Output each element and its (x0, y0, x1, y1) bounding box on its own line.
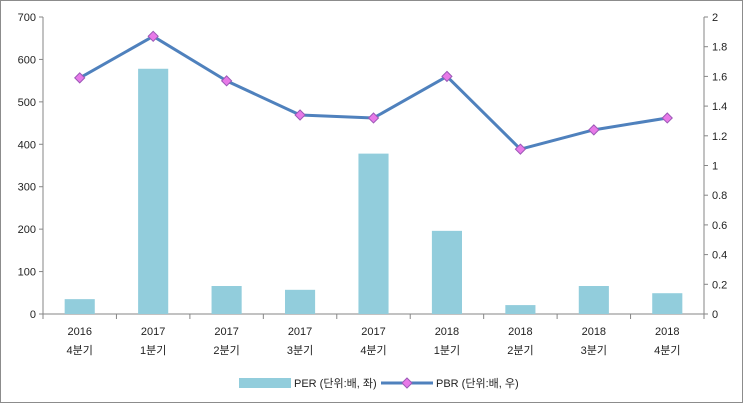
x-tick-label-quarter: 2분기 (507, 344, 533, 357)
left-tick-label: 400 (18, 139, 36, 151)
per-bar (211, 285, 242, 314)
x-tick-label-year: 2017 (141, 326, 165, 338)
right-tick-label: 1 (712, 161, 718, 173)
per-bar (652, 293, 683, 314)
per-bar (358, 153, 389, 314)
left-tick-label: 100 (18, 267, 36, 279)
right-tick-label: 1.4 (712, 101, 727, 113)
per-bar (284, 289, 316, 314)
per-bar (505, 305, 536, 314)
x-tick-label-year: 2018 (655, 326, 679, 338)
pbr-marker (441, 70, 453, 83)
legend-pbr-marker (401, 377, 413, 389)
right-tick-label: 0.4 (712, 250, 727, 262)
legend-per-swatch (239, 378, 291, 388)
x-tick-label-quarter: 3분기 (581, 344, 607, 357)
pbr-marker (514, 143, 527, 155)
pbr-marker (294, 109, 306, 121)
legend-pbr-label: PBR (단위:배, 우) (436, 377, 519, 390)
left-tick-label: 200 (18, 224, 36, 236)
right-tick-label: 1.8 (712, 42, 727, 54)
pbr-marker (74, 72, 86, 84)
pbr-marker (367, 112, 380, 124)
x-tick-label-quarter: 4분기 (360, 344, 386, 357)
right-tick-label: 0 (712, 309, 718, 321)
left-tick-label: 600 (18, 54, 36, 66)
x-tick-label-quarter: 4분기 (67, 344, 93, 357)
right-tick-label: 2 (712, 12, 718, 24)
right-tick-label: 1.2 (712, 131, 727, 143)
x-tick-label-year: 2016 (67, 326, 91, 338)
x-tick-label-quarter: 1분기 (434, 344, 460, 357)
x-tick-label-year: 2017 (214, 326, 238, 338)
x-tick-label-year: 2018 (508, 326, 532, 338)
left-tick-label: 700 (18, 12, 36, 24)
pbr-marker (661, 112, 673, 124)
x-tick-label-quarter: 1분기 (140, 344, 166, 357)
right-tick-label: 0.6 (712, 220, 727, 232)
pbr-marker (588, 124, 600, 136)
right-tick-label: 0.2 (712, 279, 727, 291)
left-tick-label: 300 (18, 182, 36, 194)
left-tick-label: 0 (30, 309, 36, 321)
right-tick-label: 1.6 (712, 71, 727, 83)
x-tick-label-year: 2018 (435, 326, 459, 338)
per-bar (138, 68, 169, 315)
x-tick-label-quarter: 4분기 (654, 344, 680, 357)
pbr-marker (220, 75, 233, 87)
x-tick-label-year: 2017 (288, 326, 312, 338)
pbr-marker (147, 30, 159, 43)
x-tick-label-year: 2017 (361, 326, 385, 338)
x-tick-label-quarter: 3분기 (287, 344, 313, 357)
x-tick-label-year: 2018 (582, 326, 606, 338)
right-tick-label: 0.8 (712, 190, 727, 202)
x-tick-label-quarter: 2분기 (213, 344, 239, 357)
left-tick-label: 500 (18, 97, 36, 109)
per-bar (431, 230, 463, 314)
per-bar (64, 299, 95, 314)
per-bar (578, 285, 609, 314)
legend-per-label: PER (단위:배, 좌) (294, 377, 377, 390)
